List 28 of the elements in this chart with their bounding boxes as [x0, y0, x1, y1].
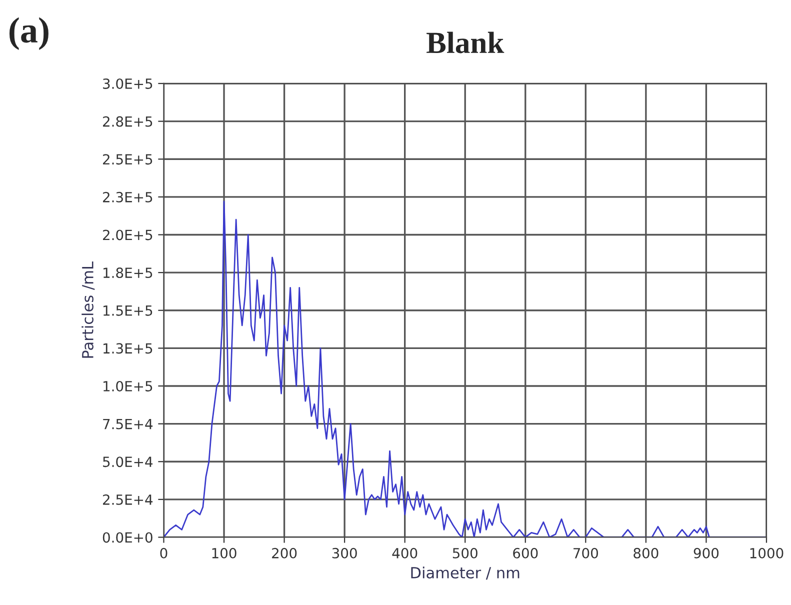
y-tick-label: 2.5E+5 — [103, 154, 152, 165]
chart-title: Blank — [426, 32, 504, 54]
y-tick-label: 2.5E+4 — [103, 494, 153, 505]
y-tick-label: 3.0E+5 — [103, 78, 152, 89]
x-tick-label: 800 — [634, 548, 658, 558]
x-tick-label: 100 — [212, 548, 236, 558]
y-tick-label: 2.3E+5 — [103, 192, 152, 202]
y-tick-label: 1.0E+5 — [104, 380, 152, 392]
text: (a) — [9, 17, 48, 50]
y-tick-label: 1.3E+5 — [104, 343, 152, 354]
x-tick-label: 700 — [574, 548, 598, 558]
x-tick-label: 200 — [272, 548, 297, 558]
x-tick-label: 300 — [332, 548, 357, 558]
y-tick-label: 5.0E+4 — [103, 456, 153, 468]
y-tick-label: 0.0E+0 — [102, 532, 152, 543]
x-axis-title: Diameter / nm — [411, 566, 520, 580]
x-tick-label: 900 — [694, 548, 719, 558]
y-tick-label: 2.8E+5 — [103, 116, 152, 127]
x-tick-label: 600 — [513, 548, 538, 558]
y-tick-label: 2.0E+5 — [103, 230, 152, 240]
x-tick-label: 0 — [160, 548, 168, 558]
x-tick-label: 500 — [452, 548, 478, 558]
y-axis-title: Particles /mL — [82, 262, 95, 358]
x-tick-label: 1000 — [750, 548, 784, 558]
y-tick-label: 1.8E+5 — [104, 268, 152, 278]
y-tick-label: 7.5E+4 — [103, 418, 153, 430]
y-tick-label: 1.5E+5 — [104, 306, 152, 316]
x-tick-label: 400 — [392, 548, 418, 558]
